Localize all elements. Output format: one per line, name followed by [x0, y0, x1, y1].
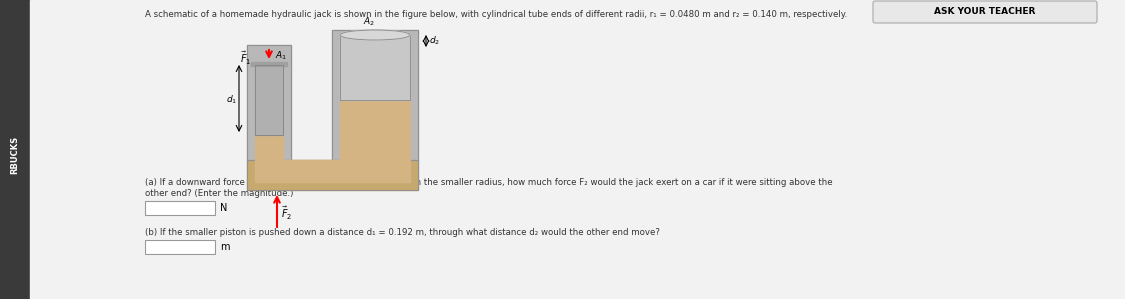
Bar [248, 160, 418, 190]
Bar [145, 240, 215, 254]
Text: $A_2$: $A_2$ [363, 16, 375, 28]
Bar [255, 65, 284, 135]
Ellipse shape [340, 30, 410, 40]
Text: N: N [220, 203, 227, 213]
Text: $d_2$: $d_2$ [429, 35, 440, 47]
Text: (b) If the smaller piston is pushed down a distance d₁ = 0.192 m, through what d: (b) If the smaller piston is pushed down… [145, 228, 660, 237]
Bar [332, 30, 418, 160]
Text: $\vec{F}_1$: $\vec{F}_1$ [240, 50, 251, 67]
Bar [332, 30, 418, 160]
Bar [0, 0, 30, 299]
Text: $d_1$: $d_1$ [226, 94, 237, 106]
Text: (a) If a downward force of F₁ = 16.0 N is applied to the end with the smaller ra: (a) If a downward force of F₁ = 16.0 N i… [145, 178, 832, 187]
Bar [255, 135, 284, 160]
Text: $\vec{F}_2$: $\vec{F}_2$ [281, 205, 292, 222]
FancyBboxPatch shape [873, 1, 1097, 23]
Text: RBUCKS: RBUCKS [10, 136, 19, 174]
Text: $A_1$: $A_1$ [274, 50, 287, 62]
Bar [340, 100, 410, 160]
Bar [145, 201, 215, 215]
Bar [248, 45, 291, 160]
Bar [248, 45, 291, 160]
Bar [248, 160, 418, 190]
Bar [145, 240, 215, 254]
Text: ASK YOUR TEACHER: ASK YOUR TEACHER [934, 7, 1036, 16]
Bar [340, 35, 410, 100]
Bar [145, 201, 215, 215]
Bar [255, 160, 410, 182]
Text: other end? (Enter the magnitude.): other end? (Enter the magnitude.) [145, 189, 294, 198]
Text: A schematic of a homemade hydraulic jack is shown in the figure below, with cyli: A schematic of a homemade hydraulic jack… [145, 10, 847, 19]
Bar [251, 62, 287, 66]
Text: m: m [220, 242, 229, 252]
Bar [340, 35, 410, 100]
Bar [255, 65, 284, 135]
